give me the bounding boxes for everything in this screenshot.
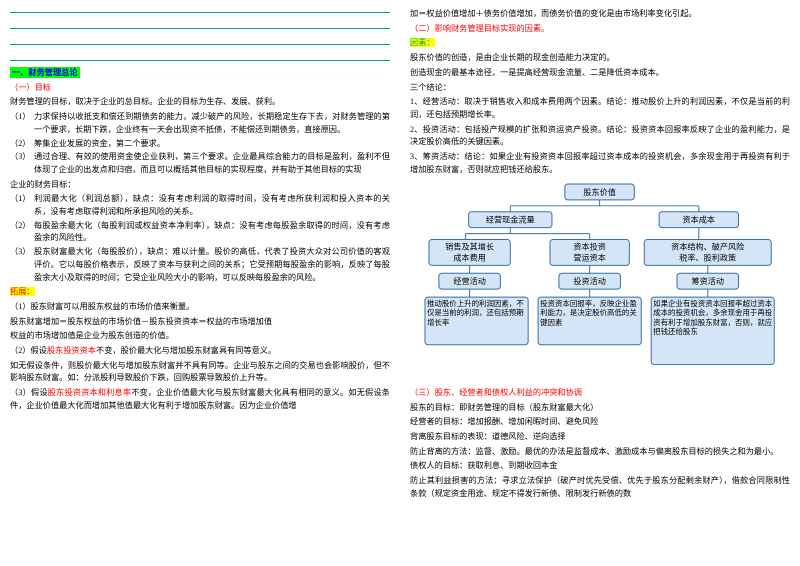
diagram-l2-1: 资本成本 xyxy=(683,215,716,225)
factor-intro: 创造现金的最基本途径，一是提高经营现金流量、二是降低资本成本。 xyxy=(410,67,790,80)
diagram-l4-1: 投资活动 xyxy=(574,277,607,287)
list-item: （1） 力求保持以收抵支和偿还到期债务的能力，减少破产的风险，长期稳定生存下去，… xyxy=(10,111,390,136)
expand-line: （2）假设股东投资资本不变，股价最大化与增加股东财富具有同等意义。 xyxy=(10,345,390,358)
list-item: （3） 股东财富最大化（每股股价），缺点：难以计量。股价的高低，代表了投资大众对… xyxy=(10,246,390,284)
subsection-2-label: 企业的财务目标： xyxy=(10,179,390,192)
subsection-3-title: （三）股东、经营者和债权人利益的冲突和协调 xyxy=(410,387,790,400)
item-number: （1） xyxy=(10,111,34,136)
red-term: 股东投资资本 xyxy=(47,346,96,355)
diagram-root: 股东价值 xyxy=(584,187,617,197)
sub3-line: 股东的目标：即财务管理的目标（股东财富最大化） xyxy=(410,402,790,415)
list-item: （2） 每股盈余最大化（每股利润或权益资本净利率），缺点：没有考虑每股盈余取得的… xyxy=(10,220,390,245)
list-item: （2） 筹集企业发展的资金，第二个要求。 xyxy=(10,138,390,151)
intro-paragraph: 财务管理的目标，取决于企业的总目标。企业的目标为生存、发展、获利。 xyxy=(10,96,390,109)
conclusion-item: 3、筹资活动：结论：如果企业有投资资本回报率超过资本成本的投资机会，多余现金用于… xyxy=(410,151,790,176)
sub3-line: 防止其利益损害的方法：寻求立法保护（破产时优先受偿、优先于股东分配剩余财产），借… xyxy=(410,475,790,500)
sub3-line: 防止背离的方法：监督、激励。最优的办法是监督成本、激励成本与偏离股东目标的损失之… xyxy=(410,446,790,459)
item-text: 力求保持以收抵支和偿还到期债务的能力，减少破产的风险，长期稳定生存下去，对财务管… xyxy=(34,111,390,136)
expand-line: 如无假设条件，则股价最大化与增加股东财富并不具有同等。企业与股东之间的交易也会影… xyxy=(10,360,390,385)
right-column: 加＝权益价值增加＋债务价值增加，而债务价值的变化是由市场利率变化引起。 （二）影… xyxy=(400,0,800,566)
item-number: （3） xyxy=(10,246,34,284)
item-text: 股东财富最大化（每股股价），缺点：难以计量。股价的高低，代表了投资大众对公司价值… xyxy=(34,246,390,284)
section-1-title: 一、财务管理总论 xyxy=(10,67,390,80)
rule-line xyxy=(10,28,390,29)
item-number: （2） xyxy=(10,220,34,245)
conclusions-label: 三个结论： xyxy=(410,82,790,95)
item-number: （3） xyxy=(10,151,34,176)
svg-text:销售及其增长: 销售及其增长 xyxy=(446,242,495,252)
svg-text:成本费用: 成本费用 xyxy=(454,253,487,263)
diagram-l5-1: 投资资本回报率，反映企业盈利能力，是决定股价高低的关键因素 xyxy=(540,300,639,328)
diagram-l4-2: 筹资活动 xyxy=(692,277,725,287)
sub3-line: 背离股东目标的表现：道德风险、逆向选择 xyxy=(410,431,790,444)
diagram-l4-0: 经营活动 xyxy=(454,277,487,287)
left-column: 一、财务管理总论 （一）目标 财务管理的目标，取决于企业的总目标。企业的目标为生… xyxy=(0,0,400,566)
item-text: 筹集企业发展的资金，第二个要求。 xyxy=(34,138,390,151)
list-item: （3） 通过合理、有效的使用资金使企业获利，第三个要求。企业最具综合能力的目标是… xyxy=(10,151,390,176)
expand-label: 拓展： xyxy=(10,286,390,299)
expand-line: （3）假设股东投资资本和利息率不变，企业价值最大化与股东财富最大化具有相同的意义… xyxy=(10,387,390,412)
conclusion-item: 1、经营活动：取决于销售收入和成本费用两个因素。结论：推动股价上升的利润因素，不… xyxy=(410,96,790,121)
factor-label: 因素： xyxy=(410,37,790,50)
rule-line xyxy=(10,12,390,13)
list-item: （1） 利润最大化（利润总额），缺点：没有考虑利润的取得时间，没有考虑所获利润和… xyxy=(10,193,390,218)
expand-line: 股东财富增加＝股东权益的市场价值－股东投资资本＝权益的市场增加值 xyxy=(10,316,390,329)
item-text: 通过合理、有效的使用资金使企业获利，第三个要求。企业最具综合能力的目标是盈利，盈… xyxy=(34,151,390,176)
top-continuation: 加＝权益价值增加＋债务价值增加，而债务价值的变化是由市场利率变化引起。 xyxy=(410,8,790,21)
subsection-1-title: （一）目标 xyxy=(10,82,390,95)
factor-intro: 股东价值的创造，是由企业长期的现金创造能力决定的。 xyxy=(410,52,790,65)
header-rule-area xyxy=(10,12,390,61)
diagram-l5-0: 推动股价上升的利润因素，不仅是当前的利润，还包括预期增长率 xyxy=(427,300,526,328)
sub3-line: 经营者的目标：增加报酬、增加闲暇时间、避免风险 xyxy=(410,416,790,429)
diagram-l2-0: 经营现金流量 xyxy=(486,215,535,225)
item-text: 利润最大化（利润总额），缺点：没有考虑利润的取得时间，没有考虑所获利润和投入资本… xyxy=(34,193,390,218)
item-text: 每股盈余最大化（每股利润或权益资本净利率），缺点：没有考虑每股盈余取得的时间，没… xyxy=(34,220,390,245)
item-number: （2） xyxy=(10,138,34,151)
diagram-svg: 股东价值 经营现金流量 资本成本 销售及其增长 成本费用 资本投资 营运资本 资… xyxy=(421,182,778,380)
rule-line xyxy=(10,60,390,61)
svg-text:资本结构、破产风险: 资本结构、破产风险 xyxy=(672,242,745,252)
subsection-2-title: （二）影响财务管理目标实现的因素。 xyxy=(410,23,790,36)
expand-line: （1）股东财富可以用股东权益的市场价值来衡量。 xyxy=(10,301,390,314)
rule-line xyxy=(10,44,390,45)
svg-text:税率、股利政策: 税率、股利政策 xyxy=(680,253,737,263)
section-1-title-text: 一、财务管理总论 xyxy=(10,67,80,78)
sub3-line: 债权人的目标：获取利息、到期收回本金 xyxy=(410,460,790,473)
item-number: （1） xyxy=(10,193,34,218)
value-diagram: 股东价值 经营现金流量 资本成本 销售及其增长 成本费用 资本投资 营运资本 资… xyxy=(421,182,778,380)
expand-line: 权益的市场增加值是企业为股东创造的价值。 xyxy=(10,330,390,343)
diagram-l5-2: 如果企业有投资资本回报率超过资本成本的投资机会，多余现金用于再投资有利于增加股东… xyxy=(654,300,773,337)
red-term: 股东投资资本和利息率 xyxy=(48,388,132,397)
expand-label-text: 拓展： xyxy=(10,287,35,296)
factor-label-text: 因素： xyxy=(410,38,435,47)
svg-text:资本投资: 资本投资 xyxy=(574,242,607,252)
conclusion-item: 2、投资活动：包括投产规模的扩张和资运资产投资。结论：投资资本回报率反映了企业的… xyxy=(410,124,790,149)
svg-text:营运资本: 营运资本 xyxy=(574,253,607,263)
